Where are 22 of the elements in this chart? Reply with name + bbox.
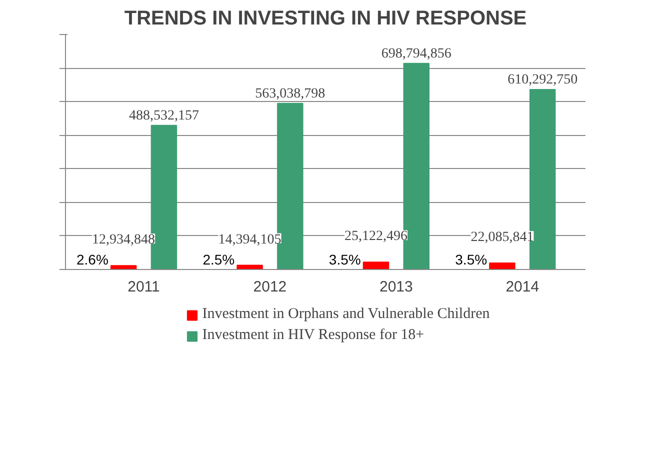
x-tick-label: 2011: [128, 278, 160, 296]
data-label: 610,292,750: [508, 72, 578, 88]
bar: [110, 265, 137, 270]
bar: [489, 262, 516, 270]
chart-title: TRENDS IN INVESTING IN HIV RESPONSE: [124, 8, 527, 30]
x-tick-label: 2014: [506, 278, 540, 296]
annotation: 2.5%: [202, 252, 235, 268]
data-label: 698,794,856: [381, 46, 452, 62]
x-tick-label: 2013: [379, 278, 413, 296]
x-tick-label: 2012: [253, 278, 287, 296]
data-label: 14,394,105: [218, 232, 282, 248]
legend-label: Investment in Orphans and Vulnerable Children: [202, 306, 490, 323]
data-label: 563,038,798: [255, 86, 326, 102]
data-label: 488,532,157: [128, 108, 199, 124]
data-label: 22,085,841: [470, 230, 534, 245]
legend-label: Investment in HIV Response for 18+: [202, 327, 424, 344]
annotation: 2.6%: [76, 252, 108, 268]
data-label: 25,122,496: [344, 229, 408, 244]
annotation: 3.5%: [328, 252, 361, 268]
bar: [362, 262, 390, 270]
data-label: 12,934,848: [92, 232, 156, 248]
annotation: 3.5%: [455, 252, 488, 268]
